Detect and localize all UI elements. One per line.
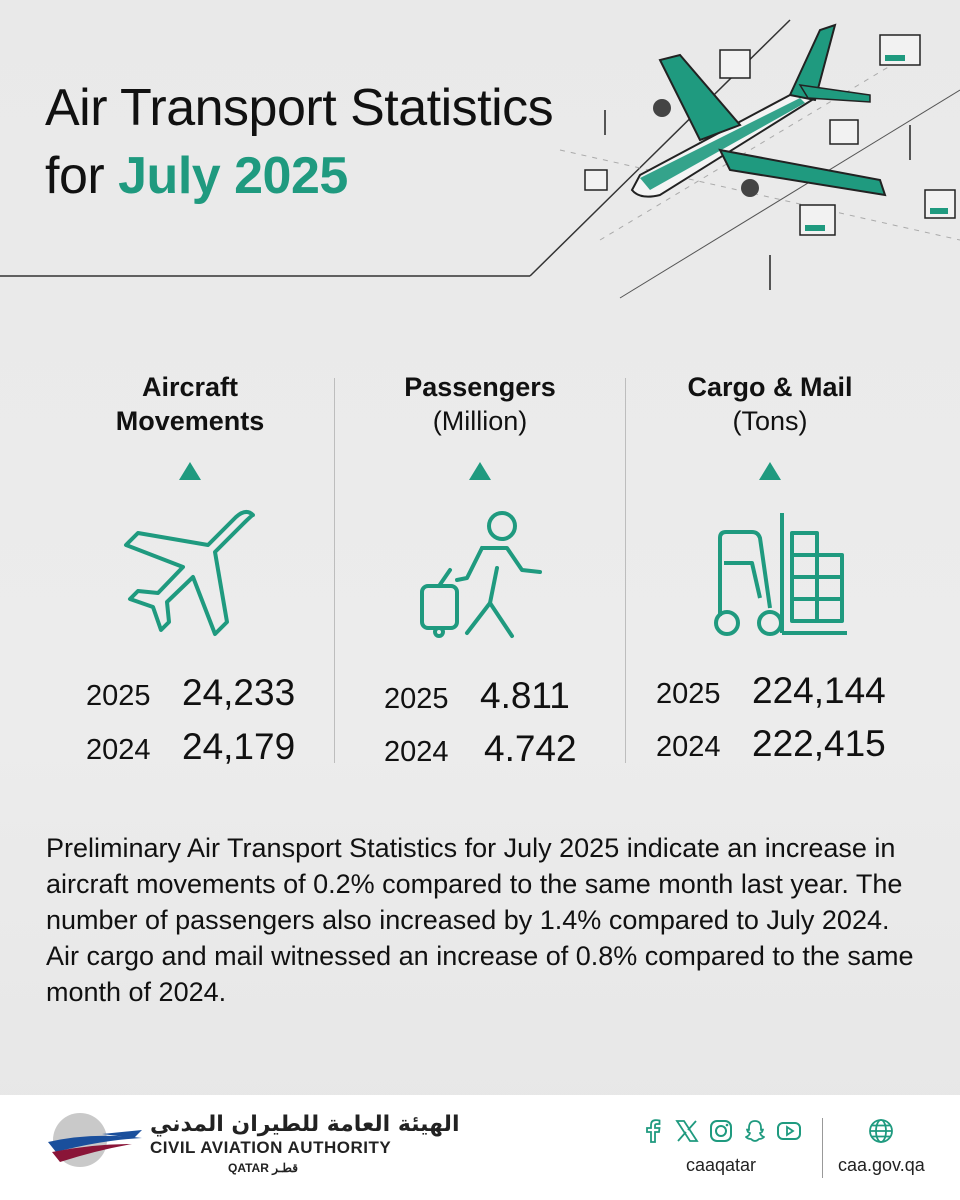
stat-row-2025: 2025 24,233 xyxy=(86,672,295,714)
stat-row-2025: 2025 224,144 xyxy=(656,670,886,712)
social-icons xyxy=(640,1118,802,1144)
stat-value: 4.742 xyxy=(484,728,577,769)
logo-country-text: QATAR قطـر xyxy=(228,1161,298,1175)
stat-row-2025: 2025 4.811 xyxy=(384,675,570,717)
forklift-cargo-icon xyxy=(714,513,847,636)
airport-illustration xyxy=(0,19,960,299)
airplane-icon xyxy=(124,510,255,636)
stat-row-2024: 2024 24,179 xyxy=(86,726,295,768)
stat-value: 24,179 xyxy=(182,726,296,767)
stat-aircraft-movements: Aircraft Movements xyxy=(40,370,340,438)
logo-english-text: CIVIL AVIATION AUTHORITY xyxy=(150,1138,392,1157)
x-icon[interactable] xyxy=(674,1118,700,1144)
stat-value: 222,415 xyxy=(752,723,886,764)
trend-up-icon xyxy=(759,462,781,480)
page-subtitle: for July 2025 xyxy=(45,147,348,205)
caa-logo-icon xyxy=(48,1113,142,1167)
year-label: 2024 xyxy=(86,734,151,766)
page-title: Air Transport Statistics xyxy=(45,79,554,137)
summary-paragraph: Preliminary Air Transport Statistics for… xyxy=(46,833,914,1007)
stat-value: 24,233 xyxy=(182,672,296,713)
stat-row-2024: 2024 222,415 xyxy=(656,723,886,765)
instagram-icon[interactable] xyxy=(708,1118,734,1144)
globe-icon xyxy=(869,1119,893,1143)
stat-cargo-mail: Cargo & Mail (Tons) xyxy=(620,370,920,438)
year-label: 2025 xyxy=(384,683,449,715)
column-divider xyxy=(625,378,626,763)
column-divider xyxy=(334,378,335,763)
year-label: 2025 xyxy=(656,678,721,710)
stat-heading: Cargo & Mail xyxy=(687,372,853,402)
year-label: 2024 xyxy=(656,731,721,763)
footer xyxy=(0,1095,960,1200)
stat-passengers: Passengers (Million) xyxy=(330,370,630,438)
airplane-illustration xyxy=(630,23,887,198)
stat-heading: Passengers xyxy=(404,372,556,402)
stat-heading: Aircraft xyxy=(141,372,239,402)
logo-arabic-text: الهيئة العامة للطيران المدني xyxy=(150,1112,460,1137)
youtube-icon[interactable] xyxy=(776,1118,802,1144)
snapchat-icon[interactable] xyxy=(742,1118,768,1144)
facebook-icon[interactable] xyxy=(640,1118,666,1144)
stat-heading-line2: Movements xyxy=(115,406,265,436)
year-label: 2024 xyxy=(384,736,449,768)
traveler-luggage-icon xyxy=(420,511,542,638)
stat-value: 4.811 xyxy=(480,675,570,716)
stat-value: 224,144 xyxy=(752,670,886,711)
stat-unit: (Million) xyxy=(432,406,528,436)
stat-row-2024: 2024 4.742 xyxy=(384,728,577,770)
social-handle[interactable]: caaqatar xyxy=(686,1155,757,1175)
stat-unit: (Tons) xyxy=(732,406,808,436)
month-accent: July 2025 xyxy=(118,147,348,205)
year-label: 2025 xyxy=(86,680,151,712)
trend-up-icon xyxy=(469,462,491,480)
footer-divider xyxy=(822,1118,823,1178)
trend-up-icon xyxy=(179,462,201,480)
website-link[interactable]: caa.gov.qa xyxy=(838,1155,925,1175)
cargo-pallets xyxy=(584,34,956,236)
